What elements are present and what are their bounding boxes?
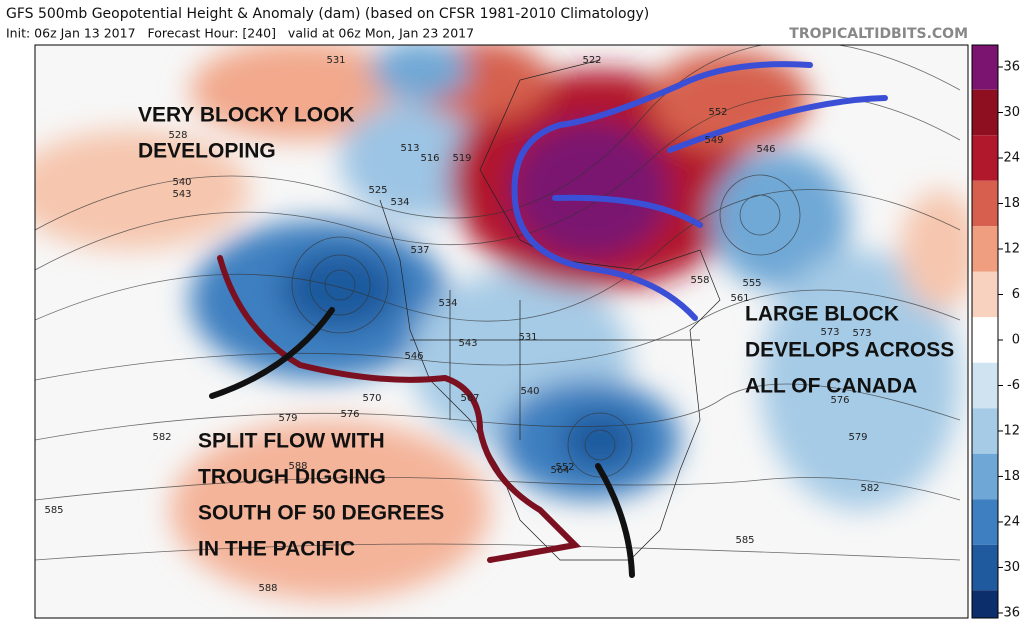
contour-label: 540 — [520, 386, 539, 397]
colorbar-tick-label: 6 — [1012, 287, 1020, 302]
colorbar-tick-label: -18 — [999, 469, 1020, 484]
colorbar-band — [972, 89, 998, 136]
contour-label: 552 — [708, 107, 727, 118]
contour-label: 570 — [362, 393, 381, 404]
title: GFS 500mb Geopotential Height & Anomaly … — [6, 6, 649, 22]
annotation-line: SPLIT FLOW WITH — [198, 430, 385, 453]
contour-label: 573 — [852, 328, 871, 339]
colorbar-band — [972, 362, 998, 409]
colorbar-band — [972, 590, 998, 618]
contour-label: 564 — [550, 465, 569, 476]
contour-label: 531 — [326, 55, 345, 66]
colorbar-frame — [971, 44, 999, 619]
annotation-line: DEVELOPS ACROSS — [745, 339, 954, 362]
colorbar-band — [972, 453, 998, 500]
colorbar-tick-label: 36 — [1003, 60, 1020, 75]
colorbar-band — [972, 226, 998, 272]
colorbar-band — [972, 317, 998, 363]
annotation-line: DEVELOPING — [138, 140, 276, 163]
colorbar-tick-label: -24 — [999, 515, 1020, 530]
contour-label: 585 — [735, 535, 754, 546]
contour-label: 561 — [730, 293, 749, 304]
colorbar-band — [972, 271, 998, 318]
colorbar: 36 30 24 18 12 6 0 -6 -12 -18 -24 -30 -36 — [971, 44, 1020, 621]
colorbar-band — [972, 45, 998, 90]
contour-label: 576 — [340, 409, 359, 420]
annotation-line: ALL OF CANADA — [745, 375, 917, 398]
contour-label: 543 — [172, 189, 191, 200]
colorbar-tick-label: -12 — [999, 424, 1020, 439]
annotation-line: LARGE BLOCK — [745, 303, 899, 326]
annotation-line: TROUGH DIGGING — [198, 466, 386, 489]
contour-label: 546 — [404, 351, 423, 362]
contour-label: 588 — [288, 461, 307, 472]
contour-label: 567 — [460, 393, 479, 404]
annotation-line: VERY BLOCKY LOOK — [138, 104, 355, 127]
contour-label: 546 — [756, 144, 775, 155]
colorbar-band — [972, 499, 998, 545]
watermark: TROPICALTIDBITS.COM — [789, 26, 968, 42]
contour-label: 549 — [704, 135, 723, 146]
map-frame — [34, 44, 969, 619]
contour-label: 513 — [400, 143, 419, 154]
colorbar-tick-label: -36 — [999, 606, 1020, 621]
colorbar-band — [972, 544, 998, 591]
contour-label: 555 — [742, 278, 761, 289]
contour-label: 585 — [44, 505, 63, 516]
contour-label: 552 — [555, 462, 574, 473]
contour-label: 540 — [172, 177, 191, 188]
contour-label: 588 — [258, 583, 277, 594]
colorbar-tick-label: -6 — [1007, 378, 1020, 393]
contour-label: 573 — [820, 327, 839, 338]
contour-label: 579 — [848, 432, 867, 443]
colorbar-tick-label: 12 — [1003, 242, 1020, 257]
contour-label: 582 — [152, 432, 171, 443]
annotation-line: SOUTH OF 50 DEGREES — [198, 502, 444, 525]
contour-label: 519 — [452, 153, 471, 164]
colorbar-tick-label: -30 — [999, 560, 1020, 575]
subtitle: Init: 06z Jan 13 2017 Forecast Hour: [24… — [6, 26, 474, 41]
contour-label: 534 — [438, 298, 457, 309]
colorbar-band — [972, 180, 998, 227]
contour-label: 543 — [458, 338, 477, 349]
colorbar-band — [972, 135, 998, 181]
colorbar-band — [972, 408, 998, 454]
colorbar-tick-label: 0 — [1012, 333, 1020, 348]
contour-label: 579 — [278, 413, 297, 424]
contour-label: 531 — [518, 332, 537, 343]
colorbar-tick-label: 30 — [1003, 105, 1020, 120]
contour-label: 534 — [390, 197, 409, 208]
contour-label: 558 — [690, 275, 709, 286]
contour-label: 516 — [420, 153, 439, 164]
contour-label: 582 — [860, 483, 879, 494]
contour-label: 537 — [410, 245, 429, 256]
contour-label: 528 — [168, 130, 187, 141]
colorbar-tick-label: 18 — [1003, 196, 1020, 211]
contour-label: 525 — [368, 185, 387, 196]
contour-label: 522 — [582, 55, 601, 66]
colorbar-tick-label: 24 — [1003, 151, 1020, 166]
annotation-line: IN THE PACIFIC — [198, 538, 355, 561]
contour-label: 576 — [830, 395, 849, 406]
